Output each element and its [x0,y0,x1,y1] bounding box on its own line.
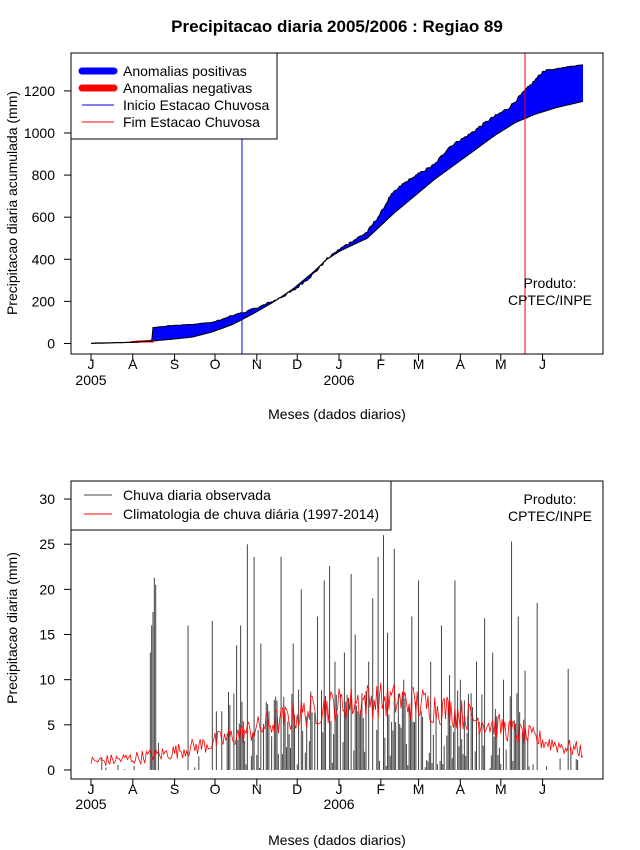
top-x-year-label: 2005 [75,372,106,388]
bottom-x-month-label: S [170,781,179,797]
bottom-x-month-label: D [292,781,302,797]
bottom-product-line-1: Produto: [524,491,577,507]
bottom-y-tick-label: 30 [39,491,55,507]
top-legend-label: Fim Estacao Chuvosa [123,114,260,130]
bottom-x-year-label: 2005 [75,796,106,812]
bottom-y-tick-label: 20 [39,581,55,597]
bottom-x-month-label: J [336,781,343,797]
bottom-y-axis-label: Precipitacao diaria (mm) [4,552,20,704]
top-plot-frame [70,52,604,355]
top-product-line-2: CPTEC/INPE [508,292,592,308]
top-y-tick-label: 0 [47,335,55,351]
bottom-y-tick-label: 25 [39,536,55,552]
top-x-month-label: J [336,356,343,372]
top-x-month-label: S [170,356,179,372]
climatology-accumulated-line [90,100,584,344]
top-y-tick-label: 600 [32,209,56,225]
bottom-x-month-label: J [88,781,95,797]
bottom-x-month-label: O [210,781,221,797]
bottom-product-line-2: CPTEC/INPE [508,508,592,524]
bottom-x-month-label: A [128,781,138,797]
chart-title: Precipitacao diaria 2005/2006 : Regiao 8… [171,17,503,36]
top-x-month-label: N [252,356,262,372]
top-x-month-label: A [128,356,138,372]
top-y-tick-label: 1200 [24,83,55,99]
climatology-daily-line [90,682,584,766]
top-y-tick-label: 400 [32,251,56,267]
observed-accumulated-line [91,64,584,344]
top-x-month-label: J [88,356,95,372]
top-x-month-label: D [292,356,302,372]
top-x-month-label: A [456,356,466,372]
top-legend-label: Anomalias positivas [123,63,247,79]
top-x-axis-label: Meses (dados diarios) [268,406,406,422]
top-x-month-label: M [413,356,425,372]
positive-anomaly-area [91,64,583,344]
bottom-x-axis-label: Meses (dados diarios) [268,832,406,848]
bottom-y-tick-label: 10 [39,672,55,688]
top-legend-label: Inicio Estacao Chuvosa [123,97,270,113]
bottom-legend-label: Climatologia de chuva diária (1997-2014) [123,506,379,522]
top-y-tick-label: 200 [32,293,56,309]
bottom-x-year-label: 2006 [323,796,354,812]
bottom-legend: Chuva diaria observada Climatologia de ch… [70,480,392,531]
top-x-month-label: J [539,356,546,372]
top-product-line-1: Produto: [524,275,577,291]
top-y-axis-label: Precipitacao diaria acumulada (mm) [4,91,20,315]
bottom-legend-label: Chuva diaria observada [123,487,271,503]
bottom-y-tick-label: 5 [47,717,55,733]
top-x-month-label: F [377,356,386,372]
bottom-x-month-label: N [252,781,262,797]
bottom-y-tick-label: 15 [39,627,55,643]
bottom-x-month-label: A [456,781,466,797]
bottom-x-month-label: J [539,781,546,797]
bottom-x-month-label: F [377,781,386,797]
top-x-month-label: O [210,356,221,372]
bottom-x-month-label: M [495,781,507,797]
top-y-tick-label: 800 [32,167,56,183]
top-x-month-label: M [495,356,507,372]
top-legend-box [70,52,278,140]
bottom-legend-box [70,480,392,531]
top-x-year-label: 2006 [323,372,354,388]
top-legend-label: Anomalias negativas [123,80,252,96]
bottom-y-tick-label: 0 [47,762,55,778]
top-y-tick-label: 1000 [24,125,55,141]
bottom-x-month-label: M [413,781,425,797]
